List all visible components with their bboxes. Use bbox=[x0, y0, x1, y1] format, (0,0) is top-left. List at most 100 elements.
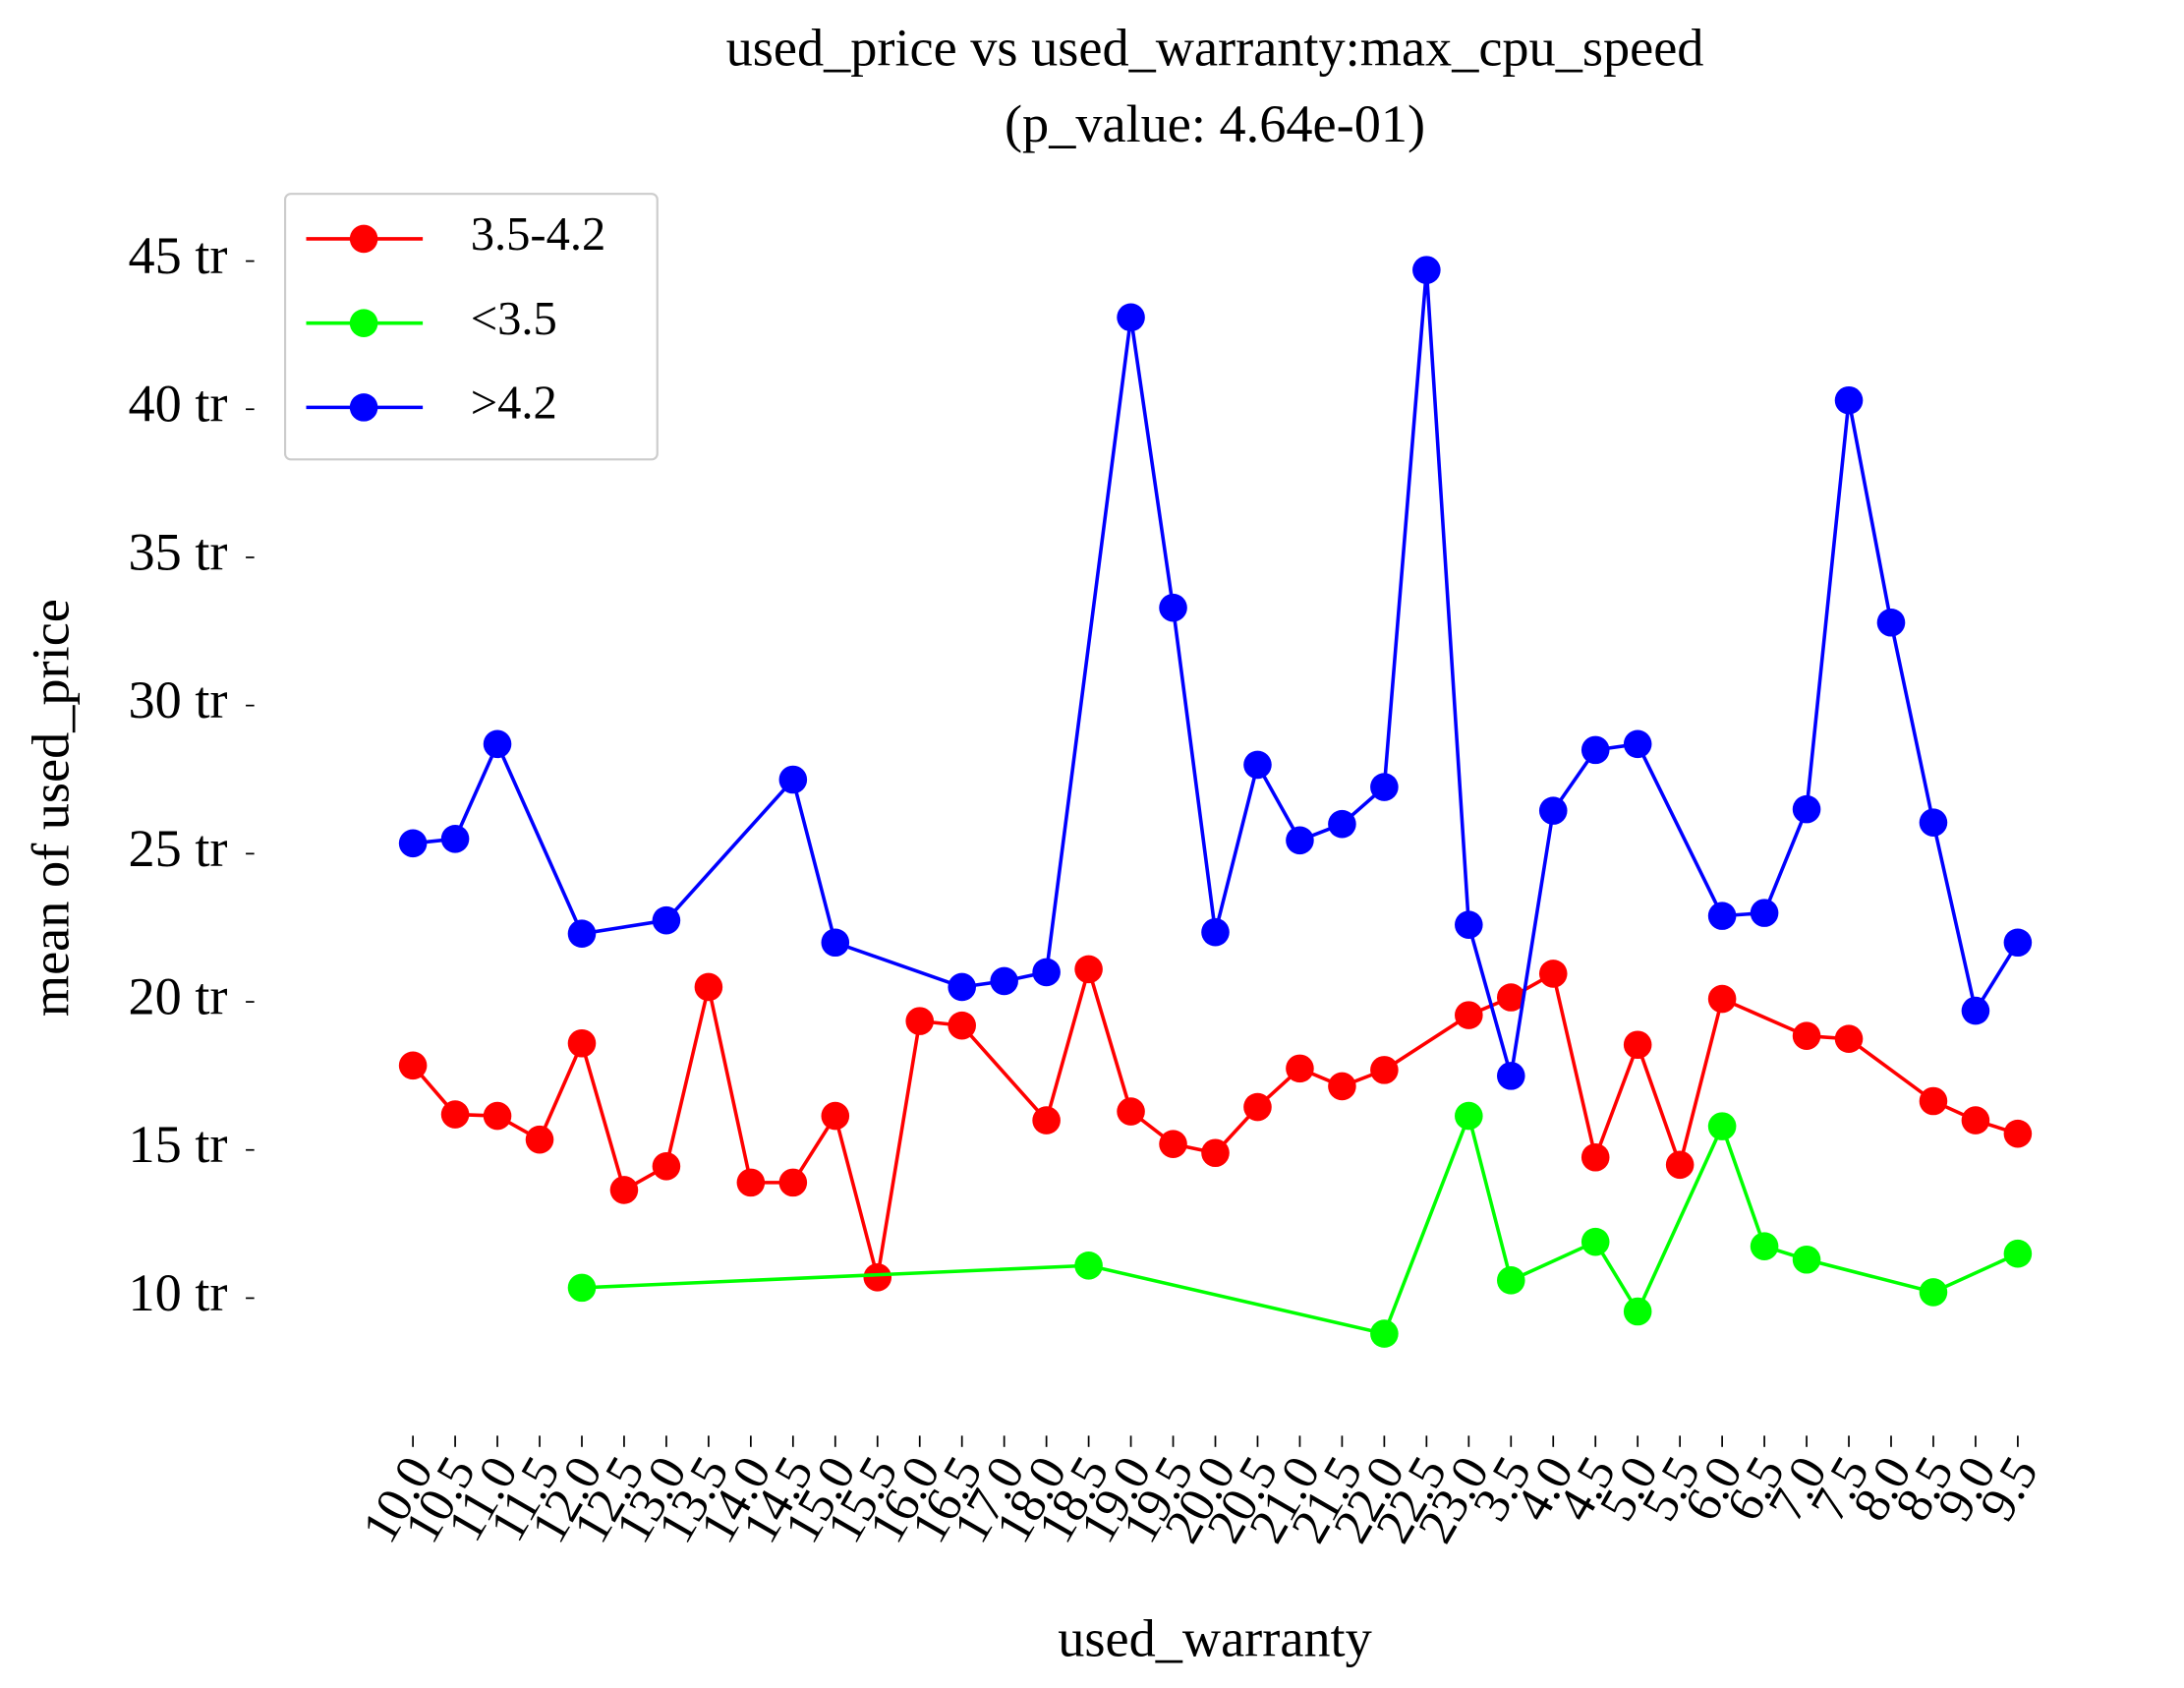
data-point bbox=[1032, 958, 1061, 987]
data-point bbox=[2003, 1119, 2033, 1148]
data-point bbox=[1243, 1092, 1272, 1122]
data-point bbox=[1623, 1030, 1652, 1060]
data-point bbox=[1919, 1278, 1948, 1307]
data-point bbox=[1286, 826, 1314, 855]
legend-label: >4.2 bbox=[471, 377, 557, 430]
data-point bbox=[1074, 955, 1103, 984]
data-point bbox=[1496, 983, 1525, 1012]
data-point bbox=[483, 1101, 512, 1131]
y-tick-label: 30 tr bbox=[128, 670, 227, 729]
data-point bbox=[1328, 809, 1356, 839]
data-point bbox=[821, 1101, 850, 1131]
data-point bbox=[1919, 808, 1948, 837]
data-point bbox=[1792, 1245, 1821, 1274]
data-point bbox=[609, 1176, 639, 1204]
data-point bbox=[1201, 1138, 1230, 1168]
data-point bbox=[525, 1125, 554, 1154]
data-point bbox=[1117, 1097, 1145, 1126]
chart-title: used_price vs used_warranty:max_cpu_spee… bbox=[726, 19, 1704, 78]
series-line bbox=[411, 962, 2019, 1278]
data-point bbox=[1581, 1142, 1610, 1172]
data-point bbox=[1961, 996, 1990, 1025]
data-point bbox=[1581, 1227, 1610, 1256]
data-point bbox=[1286, 1054, 1314, 1083]
data-point bbox=[652, 1152, 681, 1181]
y-tick-label: 35 tr bbox=[128, 522, 227, 581]
data-point bbox=[778, 1168, 808, 1197]
legend-marker bbox=[349, 393, 378, 422]
data-point bbox=[1243, 750, 1272, 780]
data-point bbox=[1707, 902, 1737, 930]
data-point bbox=[1159, 1130, 1187, 1158]
data-point bbox=[736, 1168, 766, 1197]
data-point bbox=[1792, 1021, 1821, 1050]
y-tick-label: 40 tr bbox=[128, 375, 227, 434]
data-point bbox=[1412, 256, 1441, 284]
data-point bbox=[1496, 1266, 1525, 1295]
data-point bbox=[1581, 735, 1610, 765]
data-point bbox=[1538, 796, 1568, 825]
data-point bbox=[1623, 729, 1652, 759]
data-point bbox=[1201, 917, 1230, 947]
data-point bbox=[1961, 1106, 1990, 1135]
data-point bbox=[948, 1011, 976, 1040]
data-point bbox=[567, 919, 597, 949]
data-point bbox=[2003, 1239, 2033, 1268]
data-point bbox=[1117, 303, 1145, 332]
data-point bbox=[1455, 1101, 1483, 1131]
data-point bbox=[440, 1100, 470, 1129]
data-point bbox=[778, 765, 808, 794]
y-tick-label: 20 tr bbox=[128, 966, 227, 1025]
data-point bbox=[990, 966, 1018, 996]
data-point bbox=[1707, 984, 1737, 1014]
data-point bbox=[1623, 1297, 1652, 1326]
data-point bbox=[1538, 960, 1568, 988]
data-point bbox=[694, 972, 723, 1002]
data-point bbox=[1707, 1112, 1737, 1140]
data-point bbox=[1370, 773, 1399, 801]
y-tick-label: 10 tr bbox=[128, 1263, 227, 1322]
data-point bbox=[1074, 1251, 1103, 1280]
y-tick-label: 25 tr bbox=[128, 819, 227, 878]
y-tick-label: 45 tr bbox=[128, 226, 227, 285]
data-point bbox=[1370, 1056, 1399, 1084]
data-point bbox=[1834, 385, 1864, 415]
legend-marker bbox=[349, 224, 378, 254]
data-point bbox=[1665, 1150, 1695, 1180]
data-point bbox=[1792, 794, 1821, 824]
data-point bbox=[905, 1007, 935, 1035]
legend-label: 3.5-4.2 bbox=[471, 207, 606, 261]
data-point bbox=[567, 1273, 597, 1303]
y-axis-label: mean of used_price bbox=[22, 599, 81, 1017]
data-point bbox=[1750, 899, 1779, 927]
data-point bbox=[1834, 1024, 1864, 1054]
legend-label: <3.5 bbox=[471, 292, 557, 345]
x-axis-label: used_warranty bbox=[1058, 1608, 1372, 1667]
data-point bbox=[948, 972, 976, 1002]
data-point bbox=[863, 1263, 892, 1292]
series-line bbox=[581, 1110, 2019, 1336]
data-point bbox=[440, 824, 470, 853]
chart-subtitle: (p_value: 4.64e-01) bbox=[1005, 94, 1425, 153]
data-point bbox=[1455, 1001, 1483, 1029]
data-point bbox=[652, 905, 681, 935]
data-point bbox=[483, 729, 512, 759]
data-point bbox=[2003, 928, 2033, 958]
data-point bbox=[398, 1051, 428, 1080]
legend-marker bbox=[349, 309, 378, 337]
data-point bbox=[1370, 1319, 1399, 1348]
data-point bbox=[1496, 1062, 1525, 1090]
y-tick-label: 15 tr bbox=[128, 1115, 227, 1174]
data-point bbox=[1876, 608, 1906, 637]
data-point bbox=[1919, 1086, 1948, 1116]
data-point bbox=[398, 829, 428, 858]
data-point bbox=[1455, 910, 1483, 939]
data-point bbox=[1159, 593, 1187, 622]
data-point bbox=[567, 1028, 597, 1058]
legend-box bbox=[284, 193, 659, 461]
data-point bbox=[821, 928, 850, 958]
data-point bbox=[1032, 1106, 1061, 1135]
data-point bbox=[1750, 1232, 1779, 1260]
data-point bbox=[1328, 1072, 1356, 1101]
